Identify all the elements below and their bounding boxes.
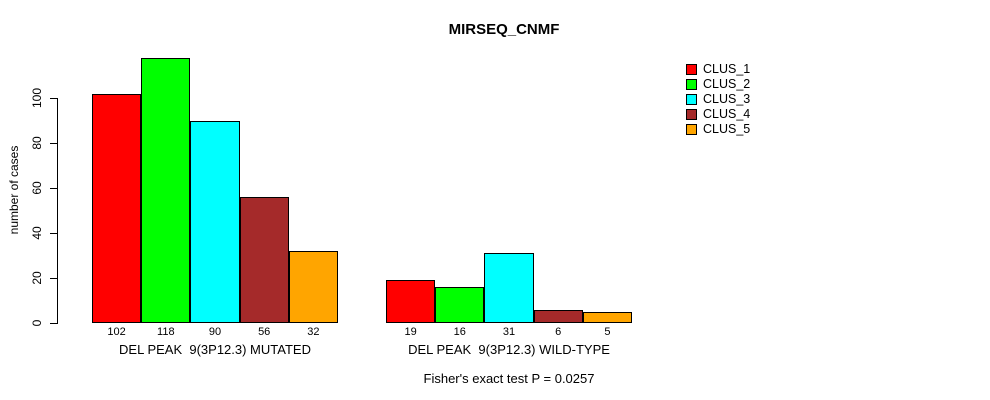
bar-value-label: 102 (107, 326, 126, 338)
legend-label-clus_5: CLUS_5 (703, 122, 751, 136)
y-axis-tick-label: 60 (30, 181, 44, 195)
bar-clus_1-group1 (92, 93, 142, 323)
y-axis-tick (50, 143, 57, 144)
y-axis-tick (50, 188, 57, 189)
y-axis-tick-label: 80 (30, 136, 44, 150)
chart-title: MIRSEQ_CNMF (448, 21, 560, 38)
bar-clus_5-group1 (288, 251, 338, 323)
legend-label-clus_1: CLUS_1 (703, 62, 751, 76)
bar-value-label: 19 (404, 326, 417, 338)
legend-swatch-clus_4 (686, 109, 697, 120)
bar-value-label: 6 (555, 326, 562, 338)
bar-value-label: 118 (157, 326, 175, 338)
y-axis-label: number of cases (7, 145, 21, 235)
bar-value-label: 90 (208, 326, 222, 338)
legend-label-clus_2: CLUS_2 (703, 77, 751, 91)
bar-clus_5-group2 (582, 311, 632, 323)
bar-clus_3-group1 (190, 120, 240, 323)
y-axis-tick-label: 0 (30, 319, 44, 327)
y-axis-line (57, 98, 58, 324)
bar-clus_3-group2 (484, 253, 534, 323)
y-axis-tick-label: 100 (30, 87, 44, 109)
y-axis-tick (50, 233, 57, 234)
legend-swatch-clus_1 (686, 64, 697, 75)
legend-swatch-clus_2 (686, 79, 697, 90)
y-axis-tick-label: 40 (30, 226, 44, 240)
y-axis-tick (50, 323, 57, 324)
fisher-test-annotation: Fisher's exact test P = 0.0257 (423, 371, 595, 386)
legend-label-clus_4: CLUS_4 (703, 107, 751, 121)
y-axis-tick (50, 278, 57, 279)
legend-swatch-clus_3 (686, 94, 697, 105)
group-label: DEL PEAK 9(3P12.3) WILD-TYPE (408, 342, 610, 357)
bar-clus_1-group2 (386, 280, 436, 323)
bar-clus_2-group1 (141, 57, 191, 323)
legend-label-clus_3: CLUS_3 (703, 92, 751, 106)
bar-value-label: 56 (258, 326, 271, 338)
bar-value-label: 32 (307, 326, 320, 338)
bar-clus_4-group2 (533, 309, 583, 323)
bar-value-label: 31 (502, 326, 516, 338)
y-axis-tick-label: 20 (30, 271, 44, 285)
bar-value-label: 5 (604, 326, 611, 338)
bar-clus_4-group1 (239, 197, 289, 323)
bar-clus_2-group2 (435, 287, 485, 323)
group-label: DEL PEAK 9(3P12.3) MUTATED (119, 342, 311, 357)
legend-swatch-clus_5 (686, 124, 697, 135)
y-axis-tick (50, 98, 57, 99)
bar-value-label: 16 (453, 326, 466, 338)
